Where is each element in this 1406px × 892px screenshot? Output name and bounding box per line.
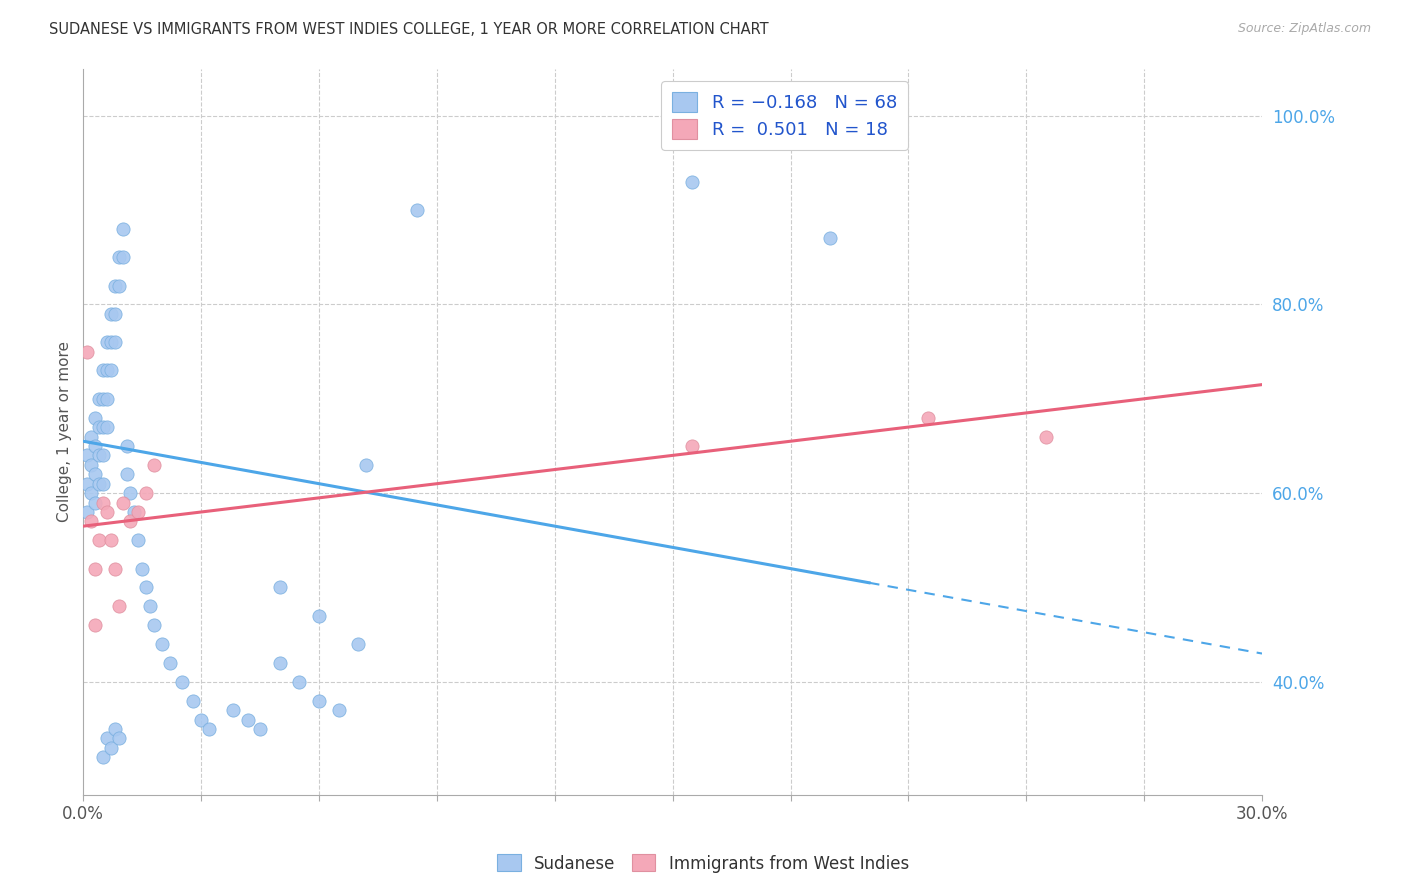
Point: [143, 458, 166, 472]
Point: [91, 392, 114, 406]
Point: [347, 637, 370, 651]
Point: [139, 599, 162, 614]
Point: [159, 656, 181, 670]
Point: [249, 722, 271, 736]
Point: [100, 533, 122, 548]
Point: [221, 703, 243, 717]
Point: [127, 533, 149, 548]
Point: [198, 722, 221, 736]
Point: [135, 581, 157, 595]
Point: [120, 486, 142, 500]
Point: [131, 561, 153, 575]
Legend: R = −0.168   N = 68, R =  0.501   N = 18: R = −0.168 N = 68, R = 0.501 N = 18: [661, 81, 908, 150]
Point: [170, 674, 193, 689]
Y-axis label: College, 1 year or more: College, 1 year or more: [58, 342, 72, 523]
Point: [84, 467, 107, 482]
Point: [76, 476, 98, 491]
Point: [80, 486, 103, 500]
Point: [76, 449, 98, 463]
Point: [80, 515, 103, 529]
Point: [104, 335, 127, 350]
Point: [190, 713, 212, 727]
Point: [115, 439, 138, 453]
Point: [100, 307, 122, 321]
Point: [107, 250, 129, 264]
Point: [111, 250, 134, 264]
Legend: Sudanese, Immigrants from West Indies: Sudanese, Immigrants from West Indies: [491, 847, 915, 880]
Point: [111, 495, 134, 509]
Point: [84, 495, 107, 509]
Point: [104, 561, 127, 575]
Point: [87, 476, 110, 491]
Point: [917, 410, 939, 425]
Point: [111, 222, 134, 236]
Point: [84, 618, 107, 632]
Point: [104, 722, 127, 736]
Point: [150, 637, 173, 651]
Point: [96, 420, 118, 434]
Point: [1035, 429, 1057, 443]
Point: [104, 278, 127, 293]
Point: [107, 278, 129, 293]
Point: [100, 363, 122, 377]
Point: [96, 505, 118, 519]
Point: [87, 449, 110, 463]
Point: [80, 458, 103, 472]
Point: [91, 476, 114, 491]
Point: [120, 515, 142, 529]
Point: [91, 449, 114, 463]
Point: [104, 307, 127, 321]
Point: [84, 561, 107, 575]
Point: [84, 439, 107, 453]
Point: [84, 410, 107, 425]
Text: SUDANESE VS IMMIGRANTS FROM WEST INDIES COLLEGE, 1 YEAR OR MORE CORRELATION CHAR: SUDANESE VS IMMIGRANTS FROM WEST INDIES …: [49, 22, 769, 37]
Point: [135, 486, 157, 500]
Text: Source: ZipAtlas.com: Source: ZipAtlas.com: [1237, 22, 1371, 36]
Point: [681, 175, 703, 189]
Point: [681, 439, 703, 453]
Point: [96, 731, 118, 746]
Point: [87, 420, 110, 434]
Point: [115, 467, 138, 482]
Point: [406, 202, 429, 217]
Point: [818, 231, 841, 245]
Point: [238, 713, 260, 727]
Point: [127, 505, 149, 519]
Point: [76, 505, 98, 519]
Point: [328, 703, 350, 717]
Point: [96, 363, 118, 377]
Point: [107, 599, 129, 614]
Point: [80, 429, 103, 443]
Point: [143, 618, 166, 632]
Point: [288, 674, 311, 689]
Point: [308, 694, 330, 708]
Point: [100, 740, 122, 755]
Point: [76, 344, 98, 359]
Point: [96, 392, 118, 406]
Point: [269, 656, 291, 670]
Point: [91, 750, 114, 764]
Point: [87, 392, 110, 406]
Point: [124, 505, 146, 519]
Point: [91, 495, 114, 509]
Point: [269, 581, 291, 595]
Point: [107, 731, 129, 746]
Point: [87, 533, 110, 548]
Point: [181, 694, 204, 708]
Point: [308, 608, 330, 623]
Point: [100, 335, 122, 350]
Point: [96, 335, 118, 350]
Point: [91, 363, 114, 377]
Point: [354, 458, 377, 472]
Point: [91, 420, 114, 434]
